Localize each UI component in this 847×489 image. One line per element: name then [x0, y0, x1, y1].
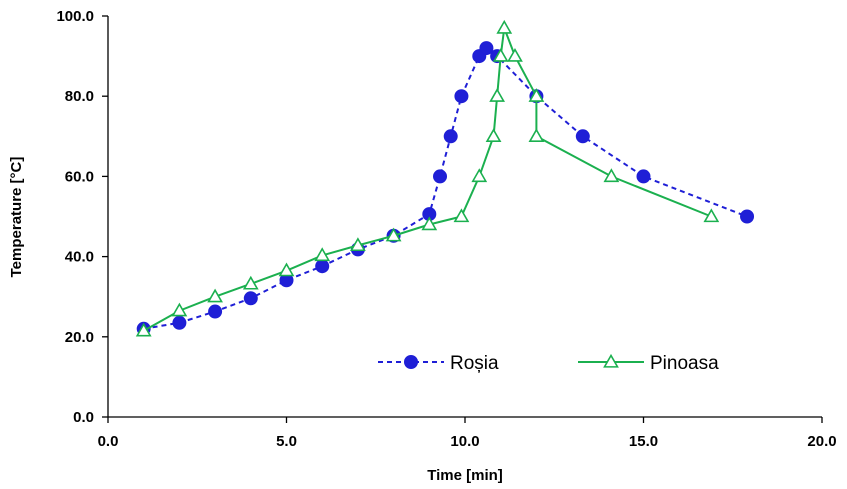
- series-layer: [135, 19, 755, 337]
- legend-marker: [603, 353, 619, 368]
- x-tick-label: 20.0: [807, 433, 836, 450]
- data-point: [135, 322, 152, 337]
- x-tick-label: 15.0: [629, 433, 658, 450]
- x-tick-label: 10.0: [450, 433, 479, 450]
- data-point: [528, 88, 545, 102]
- series-2: [135, 19, 720, 337]
- data-point: [740, 209, 755, 224]
- legend-label: Roșia: [450, 353, 499, 374]
- series-line: [143, 27, 712, 332]
- legend: Roșia Pinoasa: [378, 353, 719, 374]
- data-point: [575, 129, 590, 144]
- y-tick-label: 0.0: [73, 409, 94, 426]
- data-point: [208, 304, 223, 319]
- data-point: [528, 128, 545, 142]
- legend-marker: [404, 355, 418, 369]
- x-tick-label: 0.0: [98, 433, 119, 450]
- data-point: [454, 89, 469, 104]
- data-point: [603, 168, 620, 183]
- data-point: [443, 129, 458, 144]
- x-axis-title: Time [min]: [427, 467, 503, 484]
- data-point: [172, 315, 187, 330]
- data-point: [171, 302, 188, 317]
- data-point: [489, 88, 506, 102]
- data-point: [350, 237, 366, 252]
- y-tick-label: 20.0: [65, 329, 94, 346]
- data-point: [703, 208, 720, 223]
- y-tick-label: 80.0: [65, 88, 94, 105]
- x-tick-label: 5.0: [276, 433, 297, 450]
- data-point: [242, 275, 259, 290]
- y-axis-title: Temperature [°C]: [8, 157, 25, 278]
- data-point: [453, 208, 470, 223]
- y-tick-label: 40.0: [65, 249, 94, 266]
- data-point: [496, 19, 513, 34]
- axes: 0.0 5.0 10.0 15.0 20.0 0.0 20.0 40.0 60.0 80.0 100…: [56, 8, 836, 450]
- data-point: [385, 227, 402, 242]
- data-point: [433, 169, 448, 184]
- legend-item-1: Roșia: [378, 353, 499, 374]
- data-point: [207, 288, 223, 303]
- data-point: [507, 47, 523, 62]
- data-point: [314, 247, 331, 262]
- series-line: [143, 46, 748, 330]
- data-point: [471, 168, 488, 183]
- data-point: [421, 216, 438, 231]
- data-point: [315, 259, 330, 274]
- legend-item-2: Pinoasa: [578, 353, 719, 374]
- data-point: [479, 41, 494, 56]
- data-point: [278, 262, 295, 277]
- legend-label: Pinoasa: [650, 353, 719, 374]
- data-point: [485, 128, 502, 142]
- data-point: [243, 291, 258, 306]
- data-point: [636, 169, 651, 184]
- data-point: [492, 47, 509, 62]
- y-tick-label: 100.0: [56, 8, 94, 25]
- y-tick-label: 60.0: [65, 168, 94, 185]
